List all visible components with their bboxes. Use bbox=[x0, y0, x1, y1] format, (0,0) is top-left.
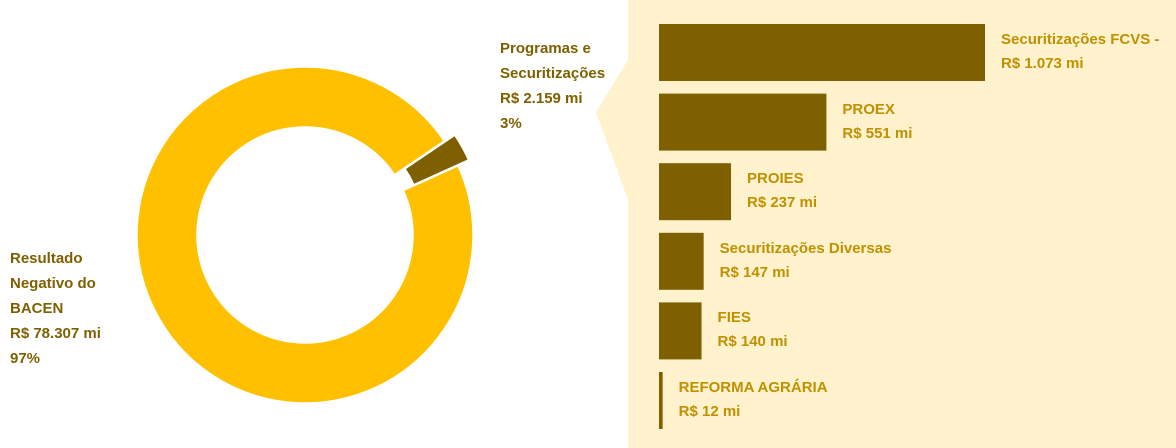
bar bbox=[659, 93, 827, 151]
bar-category: FIES bbox=[717, 309, 751, 327]
bar bbox=[659, 163, 732, 221]
donut-slice bbox=[136, 66, 474, 404]
bar bbox=[659, 372, 663, 429]
slice-label: Resultado Negativo do BACEN R$ 78.307 mi 9… bbox=[10, 246, 122, 371]
slice-value: R$ 2.159 mi bbox=[500, 90, 583, 107]
slice-percent: 3% bbox=[500, 115, 522, 132]
bar-category: Securitizações FCVS - bbox=[1001, 31, 1160, 48]
bar-label: PROIES R$ 237 mi bbox=[747, 167, 1172, 215]
bar-value: R$ 551 mi bbox=[842, 124, 913, 142]
bar-category: PROIES bbox=[747, 170, 804, 188]
bar-label: PROEX R$ 551 mi bbox=[842, 98, 1172, 146]
slice-name: Resultado Negativo do BACEN bbox=[10, 250, 96, 317]
bar-value: R$ 140 mi bbox=[717, 333, 788, 351]
bar bbox=[659, 24, 985, 81]
bar-value: R$ 12 mi bbox=[678, 403, 741, 420]
bar-value: R$ 147 mi bbox=[719, 263, 790, 281]
bar-label: Securitizações FCVS - R$ 1.073 mi bbox=[1001, 28, 1172, 76]
bar-category: Securitizações Diversas bbox=[719, 239, 892, 257]
bar-category: REFORMA AGRÁRIA bbox=[678, 379, 828, 396]
donut-slice bbox=[403, 134, 470, 186]
slice-percent: 97% bbox=[10, 350, 41, 367]
bar-category: PROEX bbox=[842, 100, 895, 118]
slice-name: Programas e Securitizações bbox=[500, 40, 606, 82]
bar-value: R$ 237 mi bbox=[747, 194, 818, 212]
slice-label: Programas e Securitizações R$ 2.159 mi 3% bbox=[500, 36, 632, 136]
bar bbox=[659, 232, 704, 290]
bar-label: REFORMA AGRÁRIA R$ 12 mi bbox=[679, 376, 1172, 424]
slice-value: R$ 78.307 mi bbox=[10, 325, 101, 342]
bar bbox=[659, 302, 702, 360]
bar-label: FIES R$ 140 mi bbox=[718, 306, 1172, 354]
bar-value: R$ 1.073 mi bbox=[1001, 55, 1084, 72]
bar-label: Securitizações Diversas R$ 147 mi bbox=[720, 237, 1172, 285]
